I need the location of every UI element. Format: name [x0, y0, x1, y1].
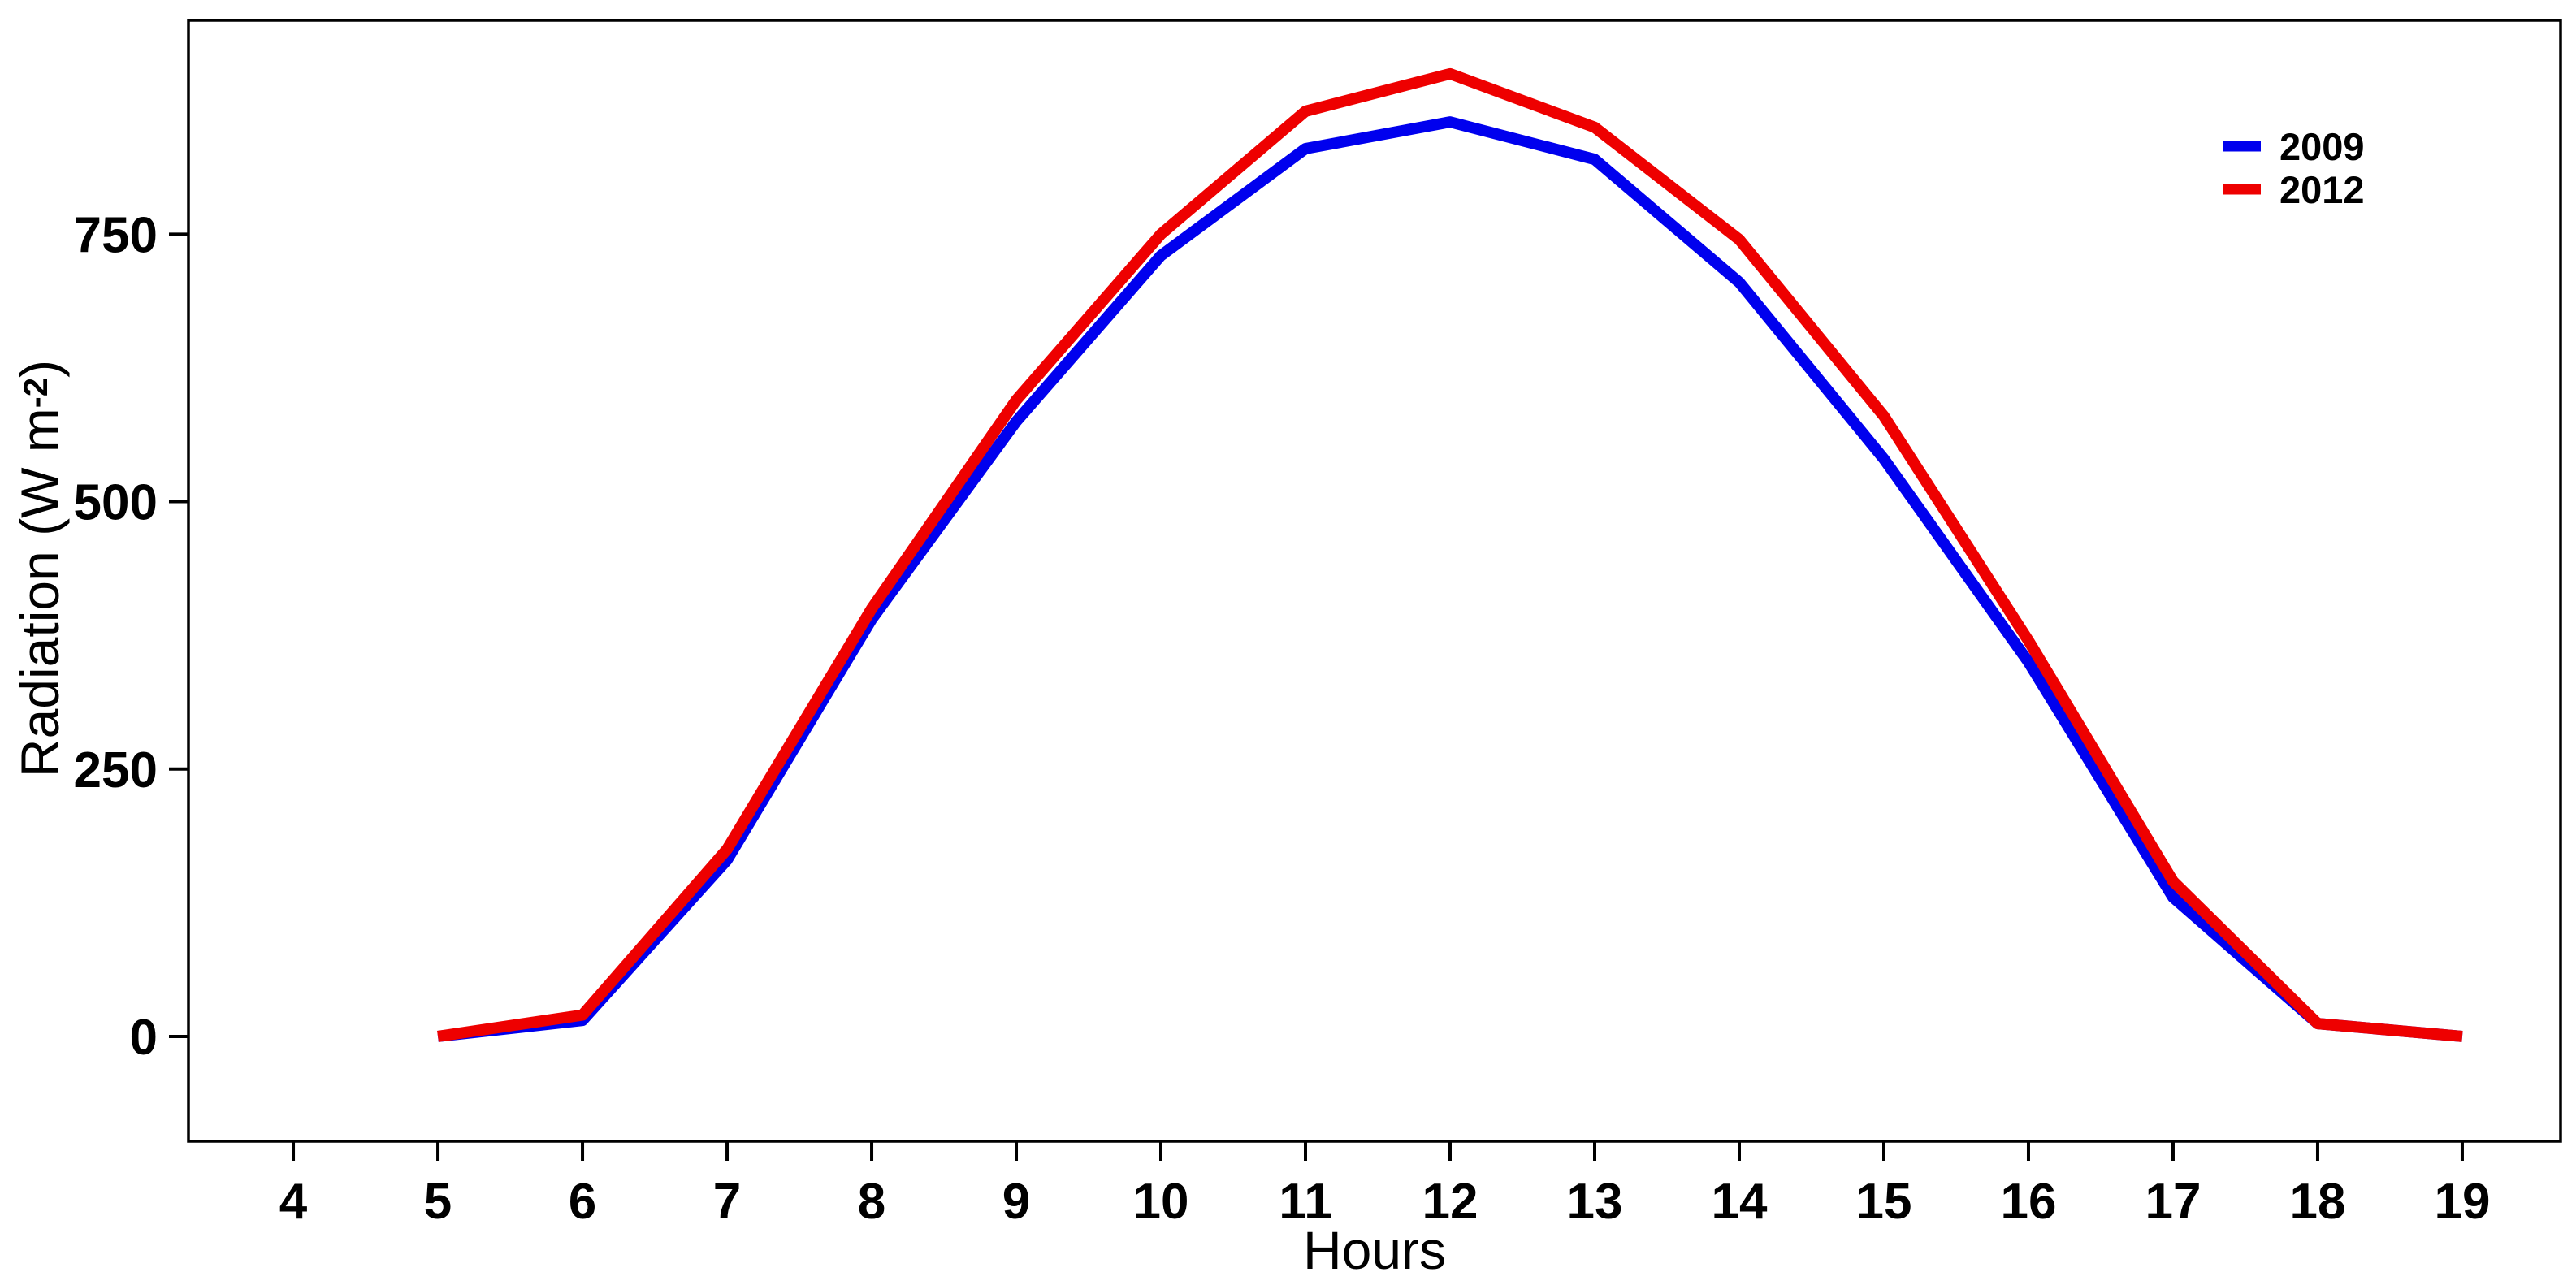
y-axis-title: Radiation (W m-2) — [10, 360, 70, 777]
x-axis-title: Hours — [1303, 1220, 1446, 1280]
x-tick-label: 9 — [1002, 1174, 1030, 1230]
plot-box — [187, 19, 2562, 1143]
y-tick-label: 750 — [74, 207, 158, 263]
x-tick-label: 17 — [2145, 1174, 2201, 1230]
x-tick-label: 5 — [424, 1174, 452, 1230]
x-tick-label: 13 — [1567, 1174, 1623, 1230]
x-tick-label: 15 — [1856, 1174, 1912, 1230]
series-line-2009 — [437, 116, 2463, 1042]
x-tick-label: 10 — [1133, 1174, 1189, 1230]
x-tick-label: 11 — [1279, 1174, 1332, 1230]
legend-label-2009: 2009 — [2279, 125, 2365, 168]
x-tick-label: 8 — [858, 1174, 885, 1230]
x-tick-label: 4 — [279, 1174, 308, 1230]
series-line-2012 — [437, 67, 2463, 1042]
x-tick-label: 7 — [713, 1174, 741, 1230]
plot-layer: 4 5 6 7 8 9 10 11 12 13 14 15 16 17 18 19 0 250 500 750 — [74, 19, 2562, 1230]
x-tick-label: 19 — [2434, 1174, 2490, 1230]
x-tick-label: 18 — [2289, 1174, 2345, 1230]
x-tick-label: 6 — [569, 1174, 596, 1230]
legend-label-2012: 2012 — [2279, 168, 2365, 211]
x-tick-label: 16 — [2000, 1174, 2056, 1230]
y-tick-label: 250 — [74, 742, 158, 798]
x-tick-label: 14 — [1712, 1174, 1768, 1230]
y-tick-label: 0 — [130, 1010, 158, 1066]
x-tick-label: 12 — [1422, 1174, 1478, 1230]
y-tick-label: 500 — [74, 475, 158, 531]
